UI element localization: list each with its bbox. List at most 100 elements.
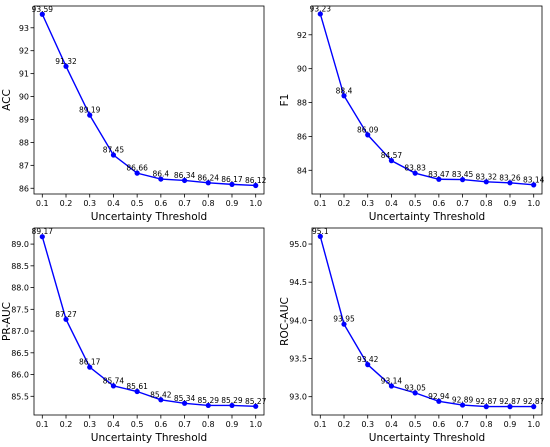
- acc-y-tick-label: 88: [19, 138, 29, 147]
- pr-auc-x-tick-label: 0.9: [226, 420, 239, 429]
- roc-auc-x-tick-label: 0.2: [338, 420, 351, 429]
- acc-data-point: [63, 63, 69, 69]
- panel-acc: 0.1 0.2 0.3 0.4 0.5 0.6 0.7 0.8 0.9 1.0 86 87 88 89 90…: [1, 5, 267, 223]
- roc-auc-x-tick-label: 0.3: [361, 420, 374, 429]
- f1-data-label: 84.57: [381, 151, 403, 160]
- acc-x-tick-label: 0.8: [202, 199, 215, 208]
- pr-auc-data-point: [205, 402, 211, 409]
- acc-y-tick-label: 91: [19, 70, 29, 79]
- pr-auc-x-tick-label: 0.1: [36, 420, 49, 429]
- pr-auc-data-label: 85.29: [198, 396, 220, 405]
- roc-auc-data-label: 93.05: [404, 383, 426, 392]
- pr-auc-x-tick-label: 0.8: [202, 420, 215, 429]
- roc-auc-data-point: [531, 404, 537, 410]
- pr-auc-data-point: [181, 400, 188, 406]
- acc-data-label: 86.17: [221, 175, 243, 184]
- acc-data-label: 93.59: [32, 5, 54, 14]
- f1-x-tick-label: 0.7: [456, 199, 469, 208]
- acc-x-tick-label: 0.3: [83, 199, 96, 208]
- f1-data-point: [436, 176, 442, 182]
- f1-x-tick-label: 0.3: [361, 199, 374, 208]
- roc-auc-x-tick-label: 0.8: [480, 420, 493, 429]
- acc-data-label: 87.45: [103, 146, 125, 155]
- f1-y-tick-label: 88: [297, 99, 307, 108]
- pr-auc-y-tick-label: 85.5: [11, 392, 29, 401]
- acc-data-label: 91.32: [55, 57, 77, 66]
- f1-x-tick-label: 0.2: [338, 199, 351, 208]
- f1-data-label: 83.47: [428, 170, 450, 179]
- roc-auc-plot-frame: [311, 227, 543, 416]
- roc-auc-data-label: 93.14: [381, 376, 403, 385]
- roc-auc-x-axis-label: Uncertainty Threshold: [369, 432, 485, 444]
- pr-auc-data-label: 85.27: [245, 397, 267, 406]
- acc-y-tick-label: 90: [19, 93, 29, 102]
- roc-auc-data-label: 92.87: [523, 397, 545, 406]
- pr-auc-y-tick-label: 89.0: [11, 240, 29, 249]
- roc-auc-x-tick-label: 0.1: [314, 420, 327, 429]
- pr-auc-y-axis-label: PR-AUC: [1, 302, 13, 341]
- f1-data-point: [341, 93, 347, 99]
- roc-auc-data-point: [507, 404, 513, 410]
- f1-data-point: [365, 132, 371, 138]
- pr-auc-y-tick-label: 88.0: [11, 284, 29, 293]
- acc-y-tick-label: 89: [19, 115, 29, 124]
- pr-auc-data-point: [110, 383, 117, 389]
- f1-x-tick-label: 0.6: [432, 199, 445, 208]
- roc-auc-y-tick-label: 93.0: [289, 393, 307, 402]
- f1-data-label: 83.14: [523, 175, 545, 184]
- f1-data-label: 83.45: [452, 170, 474, 179]
- acc-data-label: 86.4: [153, 170, 170, 179]
- acc-data-point: [205, 180, 211, 186]
- f1-data-point: [459, 177, 466, 183]
- roc-auc-x-tick-label: 0.7: [456, 420, 469, 429]
- acc-data-point: [110, 152, 117, 158]
- pr-auc-x-tick-label: 0.4: [107, 420, 120, 429]
- f1-x-tick-label: 0.8: [480, 199, 493, 208]
- pr-auc-y-tick-label: 87.0: [11, 327, 29, 336]
- f1-data-label: 93.23: [310, 4, 332, 13]
- acc-data-point: [134, 170, 140, 176]
- roc-auc-data-label: 93.95: [333, 315, 355, 324]
- f1-data-point: [412, 170, 418, 176]
- pr-auc-x-axis-label: Uncertainty Threshold: [91, 432, 207, 444]
- pr-auc-y-tick-label: 87.5: [11, 305, 29, 314]
- roc-auc-x-tick-label: 1.0: [527, 420, 540, 429]
- roc-auc-y-tick-label: 93.5: [289, 355, 307, 364]
- pr-auc-data-label: 86.17: [79, 358, 101, 367]
- acc-data-point: [229, 181, 235, 187]
- pr-auc-data-point: [39, 234, 45, 240]
- roc-auc-data-point: [483, 404, 489, 410]
- f1-data-label: 83.26: [499, 173, 521, 182]
- acc-data-label: 86.66: [126, 164, 148, 173]
- f1-data-label: 83.32: [476, 172, 498, 181]
- panel-roc-auc: 0.1 0.2 0.3 0.4 0.5 0.6 0.7 0.8 0.9 1.0 93.0 93.5 94…: [279, 227, 545, 444]
- f1-y-axis-label: F1: [279, 94, 291, 107]
- acc-y-tick-label: 86: [19, 184, 29, 193]
- roc-auc-data-point: [341, 321, 347, 327]
- f1-data-label: 86.09: [357, 125, 379, 134]
- roc-auc-y-tick-label: 94.0: [289, 316, 307, 325]
- pr-auc-data-label: 85.61: [126, 382, 148, 391]
- acc-y-axis-label: ACC: [1, 89, 13, 111]
- roc-auc-x-tick-label: 0.4: [385, 420, 398, 429]
- acc-data-label: 86.24: [198, 173, 220, 182]
- pr-auc-x-tick-label: 0.2: [60, 420, 73, 429]
- acc-x-tick-label: 0.5: [131, 199, 144, 208]
- f1-data-label: 83.83: [404, 164, 426, 173]
- pr-auc-data-point: [253, 403, 259, 409]
- f1-data-label: 88.4: [336, 86, 353, 95]
- pr-auc-data-point: [158, 397, 164, 403]
- acc-x-tick-label: 0.2: [60, 199, 73, 208]
- pr-auc-x-tick-label: 0.6: [154, 420, 167, 429]
- f1-series-line: [319, 13, 534, 186]
- acc-data-point: [253, 182, 259, 189]
- acc-plot-frame: [33, 5, 265, 195]
- acc-series-line: [41, 13, 256, 187]
- pr-auc-data-point: [87, 364, 93, 370]
- roc-auc-data-label: 92.89: [452, 396, 474, 405]
- roc-auc-x-tick-label: 0.9: [504, 420, 517, 429]
- pr-auc-data-label: 85.74: [103, 376, 125, 385]
- acc-x-axis-label: Uncertainty Threshold: [91, 211, 207, 223]
- pr-auc-data-point: [134, 388, 140, 395]
